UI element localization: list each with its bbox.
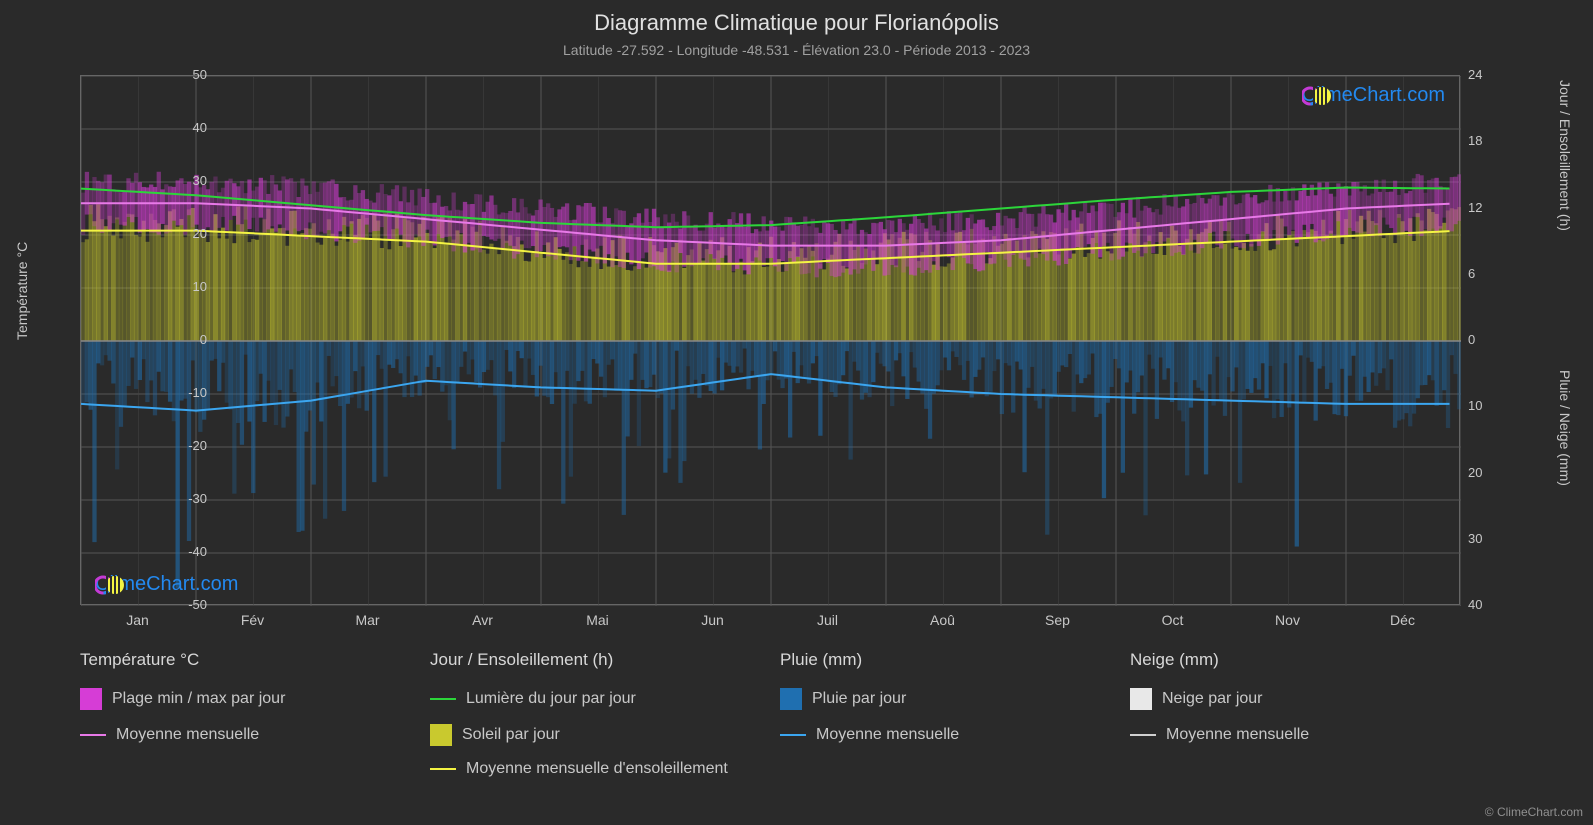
left-tick: -40 [157,544,207,559]
month-label: Sep [1045,612,1070,628]
legend-header: Pluie (mm) [780,650,1110,678]
legend-label: Moyenne mensuelle [1166,726,1309,744]
chart-title: Diagramme Climatique pour Florianópolis [0,0,1593,36]
legend-item: Plage min / max par jour [80,684,410,714]
right-tick-hours: 12 [1468,200,1482,215]
y-axis-right-top-label: Jour / Ensoleillement (h) [1557,80,1573,231]
month-label: Mai [586,612,609,628]
month-label: Jan [126,612,149,628]
legend-item [780,756,1110,782]
legend-header: Température °C [80,650,410,678]
legend-item: Moyenne mensuelle d'ensoleillement [430,756,760,782]
brand-logo-bottom: ClimeChart.com [95,573,238,596]
legend-label: Moyenne mensuelle [116,726,259,744]
legend-swatch-box [430,724,452,746]
legend-swatch-line [780,734,806,736]
left-tick: -20 [157,438,207,453]
logo-icon [95,573,125,597]
month-label: Jun [701,612,724,628]
y-axis-left-label: Température °C [14,242,30,340]
chart-plot-area: ClimeChart.com ClimeChart.com [80,75,1460,605]
month-label: Aoû [930,612,955,628]
legend-item: Soleil par jour [430,720,760,750]
right-tick-mm: 20 [1468,465,1482,480]
left-tick: 20 [157,226,207,241]
legend-swatch-box [780,688,802,710]
legend-label: Soleil par jour [462,726,560,744]
month-label: Mar [355,612,379,628]
y-axis-right-bottom-label: Pluie / Neige (mm) [1557,370,1573,486]
legend-item: Moyenne mensuelle [1130,720,1460,750]
legend-swatch-box [80,688,102,710]
left-tick: -30 [157,491,207,506]
month-label: Fév [241,612,264,628]
legend-label: Moyenne mensuelle [816,726,959,744]
right-tick-hours: 6 [1468,266,1475,281]
left-tick: -50 [157,597,207,612]
legend-label: Plage min / max par jour [112,690,285,708]
right-tick-mm: 40 [1468,597,1482,612]
logo-icon [1302,84,1332,108]
left-tick: 10 [157,279,207,294]
chart-subtitle: Latitude -27.592 - Longitude -48.531 - É… [0,36,1593,58]
right-tick-hours: 18 [1468,133,1482,148]
left-tick: -10 [157,385,207,400]
month-label: Nov [1275,612,1300,628]
month-label: Avr [472,612,493,628]
legend-label: Pluie par jour [812,690,906,708]
legend-header: Neige (mm) [1130,650,1460,678]
copyright: © ClimeChart.com [1485,805,1583,819]
month-label: Déc [1390,612,1415,628]
left-tick: 30 [157,173,207,188]
right-tick-mm: 30 [1468,531,1482,546]
chart-svg [81,76,1461,606]
right-tick-hours: 0 [1468,332,1475,347]
legend-item: Neige par jour [1130,684,1460,714]
right-tick-mm: 10 [1468,398,1482,413]
legend-swatch-box [1130,688,1152,710]
legend-header: Jour / Ensoleillement (h) [430,650,760,678]
legend-swatch-line [80,734,106,736]
legend-label: Neige par jour [1162,690,1263,708]
legend-swatch-line [430,698,456,700]
month-label: Juil [817,612,838,628]
legend-item [1130,756,1460,782]
legend-swatch-line [430,768,456,770]
legend-label: Moyenne mensuelle d'ensoleillement [466,760,728,778]
legend-item: Moyenne mensuelle [780,720,1110,750]
right-tick-hours: 24 [1468,67,1482,82]
legend-swatch-line [1130,734,1156,736]
brand-logo-top: ClimeChart.com [1302,84,1445,107]
left-tick: 40 [157,120,207,135]
legend-label: Lumière du jour par jour [466,690,636,708]
legend-item: Moyenne mensuelle [80,720,410,750]
legend-item: Lumière du jour par jour [430,684,760,714]
left-tick: 50 [157,67,207,82]
legend-item [80,756,410,782]
legend-item: Pluie par jour [780,684,1110,714]
month-label: Oct [1162,612,1184,628]
left-tick: 0 [157,332,207,347]
legend: Température °C Jour / Ensoleillement (h) P… [80,650,1460,782]
